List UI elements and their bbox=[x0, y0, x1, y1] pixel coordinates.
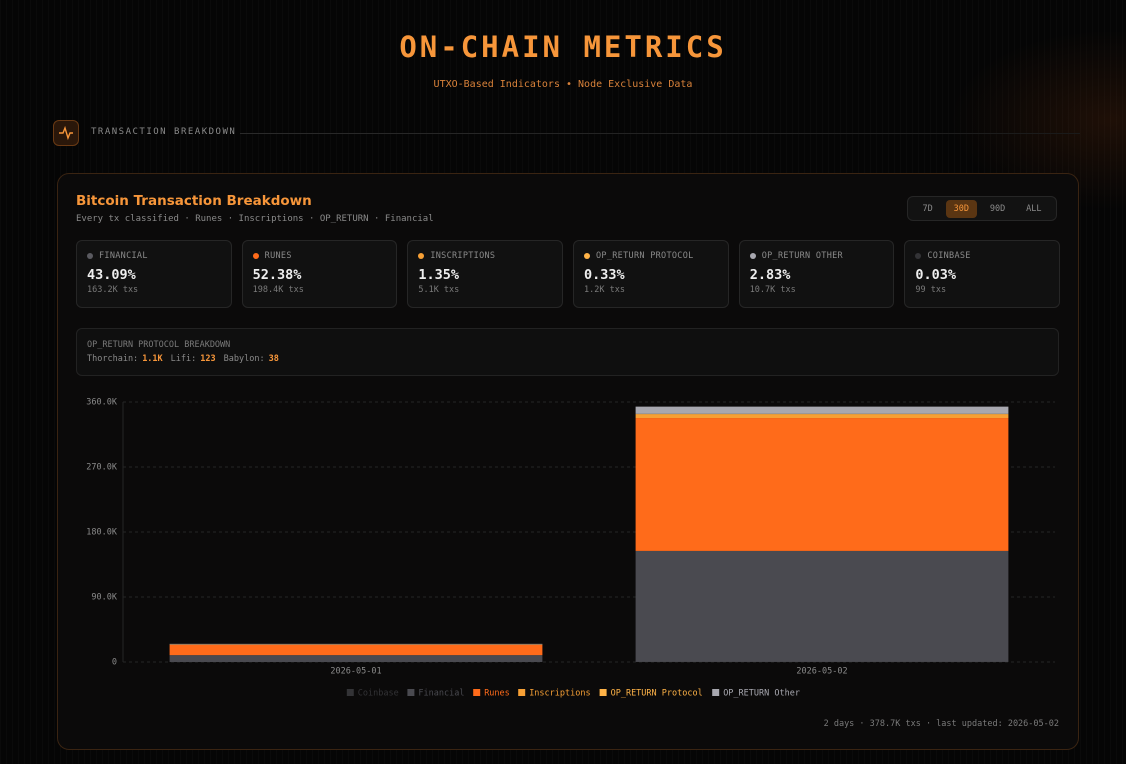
breakdown-label: Lifi: bbox=[170, 354, 197, 364]
y-tick-label: 90.0K bbox=[91, 593, 117, 603]
stat-dot bbox=[584, 253, 591, 259]
breakdown-title: OP_RETURN PROTOCOL BREAKDOWN bbox=[87, 340, 231, 350]
stat-label: OP_RETURN PROTOCOL bbox=[596, 251, 694, 261]
y-tick-label: 360.0K bbox=[86, 398, 118, 408]
breakdown-label: Babylon: bbox=[223, 354, 265, 364]
stat-card: OP_RETURN OTHER 2.83% 10.7K txs bbox=[738, 240, 895, 308]
breakdown-value: 38 bbox=[268, 354, 279, 364]
breakdown-items: Thorchain: 1.1K Lifi: 123 Babylon: 38 bbox=[87, 354, 1048, 364]
card-subtitle: Every tx classified · Runes · Inscriptio… bbox=[76, 214, 434, 224]
legend-label: Runes bbox=[484, 689, 510, 699]
page-title: ON-CHAIN METRICS bbox=[399, 30, 727, 64]
stat-label-row: OP_RETURN PROTOCOL bbox=[584, 251, 718, 261]
legend-swatch bbox=[712, 689, 720, 696]
stat-percent: 0.33% bbox=[584, 267, 625, 283]
bar-segment bbox=[169, 655, 543, 662]
bar-segment bbox=[635, 413, 1009, 415]
stat-label-row: FINANCIAL bbox=[87, 251, 221, 261]
breakdown-item: Babylon: 38 bbox=[224, 354, 279, 364]
stat-label-row: RUNES bbox=[252, 251, 387, 261]
legend-swatch bbox=[346, 689, 354, 696]
stat-card: OP_RETURN PROTOCOL 0.33% 1.2K txs bbox=[573, 240, 729, 308]
legend-swatch bbox=[473, 689, 481, 696]
stat-dot bbox=[749, 253, 756, 259]
stat-label: INSCRIPTIONS bbox=[430, 251, 496, 261]
breakdown-item: Thorchain: 1.1K bbox=[87, 354, 163, 364]
stat-percent: 43.09% bbox=[87, 267, 136, 283]
stat-dot bbox=[252, 253, 259, 259]
stat-percent: 1.35% bbox=[418, 267, 459, 283]
section-icon bbox=[53, 120, 79, 146]
stat-count: 198.4K txs bbox=[252, 285, 304, 295]
x-tick-label: 2026-05-02 bbox=[796, 667, 847, 677]
breakdown-item: Lifi: 123 bbox=[171, 354, 216, 364]
card-footer: 2 days · 378.7K txs · last updated: 2026… bbox=[823, 719, 1059, 729]
stat-count: 99 txs bbox=[915, 285, 947, 295]
stat-percent: 0.03% bbox=[915, 267, 956, 283]
stat-label: RUNES bbox=[264, 251, 292, 261]
stat-count: 1.2K txs bbox=[584, 285, 625, 295]
protocol-breakdown: OP_RETURN PROTOCOL BREAKDOWN Thorchain: 1… bbox=[76, 328, 1059, 376]
y-tick-label: 0 bbox=[112, 658, 117, 668]
bar-segment bbox=[635, 406, 1009, 414]
stat-label-row: OP_RETURN OTHER bbox=[749, 251, 884, 261]
bar-segment bbox=[635, 414, 1009, 419]
stat-count: 163.2K txs bbox=[87, 285, 139, 295]
breakdown-label: Thorchain: bbox=[87, 354, 139, 364]
bar-segment bbox=[169, 643, 543, 645]
legend-label: Coinbase bbox=[358, 689, 399, 699]
pulse-icon bbox=[59, 125, 73, 141]
stat-label-row: COINBASE bbox=[915, 251, 1049, 261]
bar-segment bbox=[635, 550, 1009, 662]
legend-label: Inscriptions bbox=[529, 689, 590, 699]
section-label: TRANSACTION BREAKDOWN bbox=[91, 127, 237, 137]
card-title: Bitcoin Transaction Breakdown bbox=[76, 193, 312, 209]
section-divider bbox=[240, 133, 1080, 134]
stat-dot bbox=[418, 253, 425, 259]
stat-percent: 2.83% bbox=[749, 267, 791, 283]
stat-card: FINANCIAL 43.09% 163.2K txs bbox=[76, 240, 232, 308]
legend-label: OP_RETURN Protocol bbox=[611, 689, 703, 699]
legend-swatch bbox=[518, 689, 526, 696]
stat-card: INSCRIPTIONS 1.35% 5.1K txs bbox=[407, 240, 564, 308]
stat-label: FINANCIAL bbox=[99, 251, 148, 261]
bar-segment bbox=[169, 644, 543, 656]
legend-swatch bbox=[407, 689, 415, 696]
stat-percent: 52.38% bbox=[252, 267, 302, 283]
stat-label: OP_RETURN OTHER bbox=[761, 251, 843, 261]
breakdown-value: 123 bbox=[200, 354, 216, 364]
stat-label: COINBASE bbox=[927, 251, 971, 261]
legend-label: OP_RETURN Other bbox=[723, 689, 800, 699]
stat-label-row: INSCRIPTIONS bbox=[418, 251, 552, 261]
range-button[interactable]: 90D bbox=[989, 203, 1006, 214]
stat-card: RUNES 52.38% 198.4K txs bbox=[241, 240, 398, 308]
range-selector: 7D 30D 90D ALL bbox=[907, 196, 1057, 221]
legend-swatch bbox=[599, 689, 607, 696]
y-tick-label: 270.0K bbox=[86, 463, 118, 473]
stat-count: 10.7K txs bbox=[749, 285, 796, 295]
range-button[interactable]: ALL bbox=[1026, 203, 1042, 214]
stat-dot bbox=[87, 253, 93, 259]
breakdown-value: 1.1K bbox=[142, 354, 163, 364]
y-tick-label: 180.0K bbox=[86, 528, 118, 538]
stats-row: FINANCIAL 43.09% 163.2K txs RUNES 52.38% 198.… bbox=[76, 240, 1061, 308]
range-button[interactable]: 30D bbox=[945, 199, 977, 218]
x-tick-label: 2026-05-01 bbox=[330, 667, 381, 677]
bar-segment bbox=[635, 418, 1009, 551]
legend-label: Financial bbox=[418, 689, 464, 699]
stat-card: COINBASE 0.03% 99 txs bbox=[904, 240, 1061, 308]
range-button[interactable]: 7D bbox=[922, 203, 933, 214]
page-subtitle: UTXO-Based Indicators • Node Exclusive D… bbox=[433, 79, 693, 90]
stat-count: 5.1K txs bbox=[418, 285, 460, 295]
stat-dot bbox=[915, 253, 922, 259]
